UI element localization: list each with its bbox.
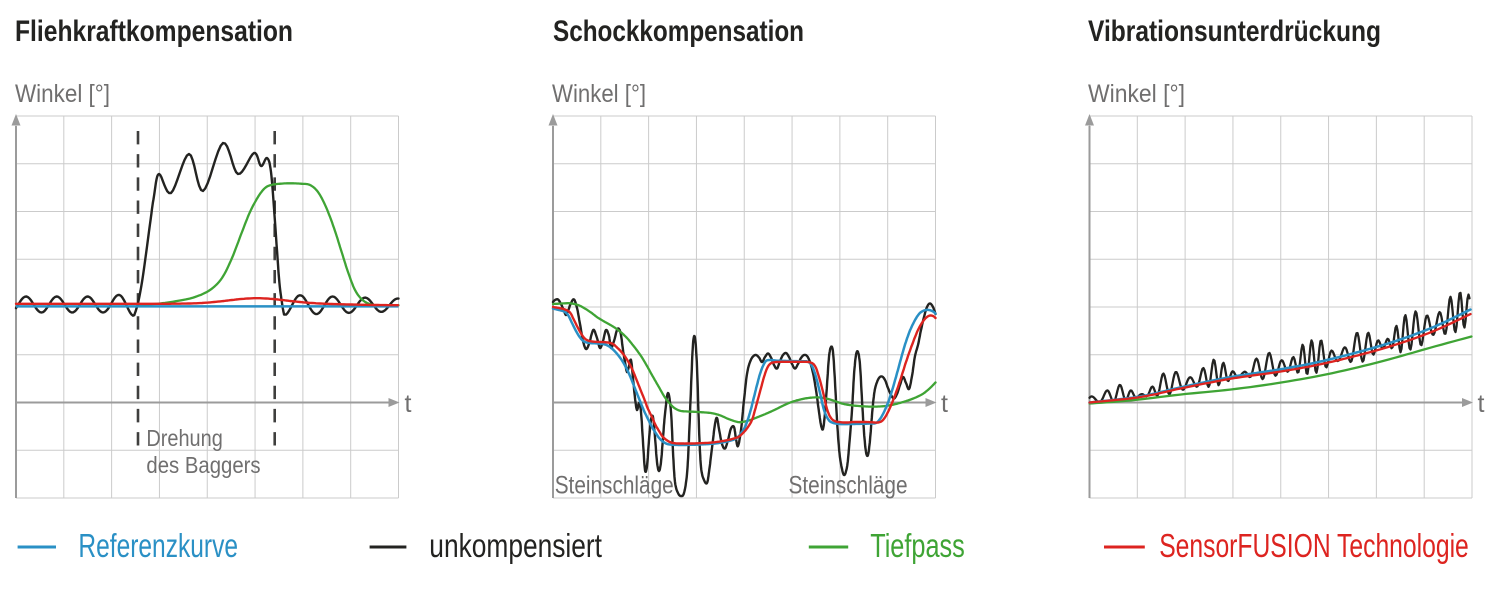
svg-text:t: t	[405, 390, 412, 418]
svg-text:Tiefpass: Tiefpass	[870, 527, 965, 564]
svg-text:SensorFUSION Technologie: SensorFUSION Technologie	[1159, 527, 1469, 564]
svg-text:Fliehkraftkompensation: Fliehkraftkompensation	[15, 15, 293, 48]
svg-text:Schockkompensation: Schockkompensation	[553, 15, 804, 48]
svg-text:Steinschläge: Steinschläge	[789, 472, 908, 500]
svg-text:t: t	[941, 390, 948, 418]
svg-text:Winkel [°]: Winkel [°]	[552, 80, 646, 108]
svg-text:unkompensiert: unkompensiert	[429, 527, 602, 564]
svg-text:Winkel [°]: Winkel [°]	[1088, 80, 1185, 108]
svg-text:Referenzkurve: Referenzkurve	[78, 527, 238, 564]
svg-text:Steinschläge: Steinschläge	[555, 472, 674, 500]
svg-text:des Baggers: des Baggers	[146, 452, 260, 478]
svg-text:Vibrationsunterdrückung: Vibrationsunterdrückung	[1088, 15, 1381, 48]
svg-text:Winkel [°]: Winkel [°]	[15, 80, 110, 108]
svg-text:Drehung: Drehung	[146, 425, 222, 451]
svg-text:t: t	[1478, 390, 1485, 418]
